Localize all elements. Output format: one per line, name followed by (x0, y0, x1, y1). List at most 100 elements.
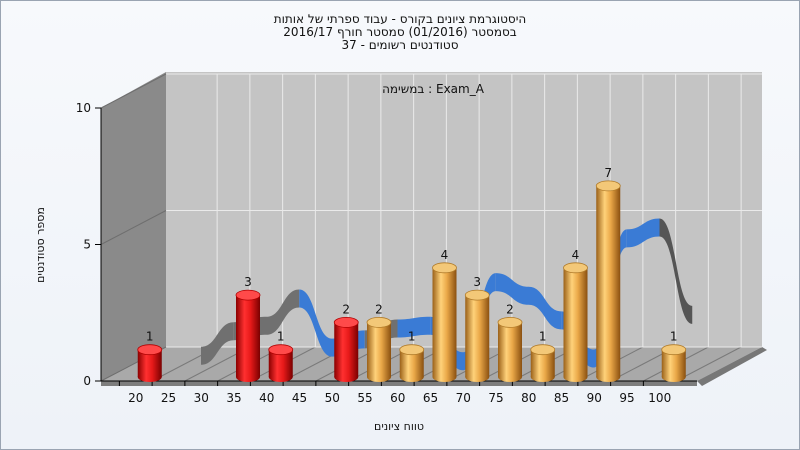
plot-left-wall (101, 72, 166, 381)
trend-segment (495, 273, 529, 305)
bar-top (595, 180, 621, 192)
bar-top (366, 316, 392, 328)
bar-value-label: 2 (342, 302, 350, 316)
bar-base (432, 372, 457, 382)
bar-body (432, 267, 457, 377)
x-tick-label: 40 (259, 391, 274, 405)
x-tick-label: 95 (619, 391, 634, 405)
x-tick-label: 70 (456, 391, 471, 405)
bar-body (236, 295, 260, 377)
bar-base (498, 372, 522, 382)
bar: 1 (137, 330, 163, 382)
x-tick-label: 80 (521, 391, 536, 405)
bar-base (465, 372, 490, 382)
x-tick-label: 90 (587, 391, 602, 405)
bar-base (563, 372, 588, 382)
x-tick-label: 100 (648, 391, 671, 405)
bar-base (236, 372, 260, 382)
bar: 3 (235, 275, 261, 382)
bar: 1 (530, 330, 556, 382)
y-tick-label: 0 (83, 374, 91, 388)
grid-line-floor (675, 346, 742, 382)
bar-layer: 1 3 1 2 2 1 4 3 2 1 4 7 1 (137, 166, 687, 382)
x-tick-label: 55 (357, 391, 372, 405)
chart-title-line-1: היסטוגרמת ציונים בקורס - עבוד ספרתי של א… (273, 12, 527, 26)
bar: 2 (497, 302, 523, 382)
bar-top (563, 262, 588, 274)
x-tick-label: 25 (161, 391, 176, 405)
bar-value-label: 1 (146, 330, 154, 344)
x-axis: 20 25 30 35 40 45 50 55 60 65 70 75 80 85 90 95 100 (101, 380, 697, 405)
bar-top (497, 316, 523, 328)
x-tick-label: 60 (390, 391, 405, 405)
bar-body (367, 322, 391, 377)
x-tick-label: 30 (194, 391, 209, 405)
bar-value-label: 7 (604, 166, 612, 180)
bar-body (596, 185, 621, 377)
grid-line-y-wall (100, 210, 167, 245)
trend-segment (397, 316, 431, 338)
bar-base (367, 372, 391, 382)
bar-value-label: 4 (441, 248, 449, 262)
bar-value-label: 4 (572, 248, 580, 262)
trend-segment (266, 289, 300, 335)
bar-value-label: 1 (670, 330, 678, 344)
bar-body (334, 322, 359, 377)
bar-base (530, 372, 555, 382)
trend-segment (626, 218, 660, 248)
bar-top (137, 344, 163, 356)
bar-top (399, 344, 425, 356)
bar-top (333, 316, 359, 328)
bar-top (464, 289, 490, 301)
bar-value-label: 3 (473, 275, 481, 289)
bar: 4 (563, 248, 588, 382)
chart-subtitle: Exam_A : במשימה (382, 82, 485, 96)
x-tick-label: 65 (423, 391, 438, 405)
bar-value-label: 2 (506, 302, 514, 316)
plot-right-edge (697, 347, 767, 386)
bar-body (563, 267, 588, 377)
trend-segment (299, 289, 332, 357)
trend-segment (528, 286, 562, 330)
chart-title-line-2: בסמסטר (01/2016) סמסטר חורף 2016/17 (283, 25, 517, 39)
bar: 1 (268, 330, 294, 382)
chart-title-line-3: סטודנטים רשומים - 37 (341, 38, 459, 52)
trend-segment (201, 322, 234, 365)
bar-top (432, 262, 457, 274)
y-tick-label: 5 (83, 238, 91, 252)
trend-segment (659, 218, 693, 324)
bar-value-label: 2 (375, 302, 383, 316)
y-tick-label: 10 (76, 101, 91, 115)
x-tick-label: 35 (226, 391, 241, 405)
bar-body (465, 295, 490, 377)
bar: 3 (464, 275, 490, 382)
y-axis-label: מספר סטודנטים (34, 207, 47, 283)
bar-base (596, 372, 621, 382)
bar-top (235, 289, 261, 301)
x-tick-label: 45 (292, 391, 307, 405)
bar-value-label: 1 (539, 330, 547, 344)
bar: 1 (661, 330, 687, 382)
bar-top (530, 344, 556, 356)
bar-base (661, 372, 686, 382)
bar-value-label: 1 (408, 330, 416, 344)
bar-base (334, 372, 359, 382)
bar-value-label: 3 (244, 275, 252, 289)
grid-line-y-wall (100, 73, 167, 109)
x-tick-label: 75 (488, 391, 503, 405)
bar: 2 (366, 302, 392, 382)
bar-base (268, 372, 293, 382)
x-tick-label: 20 (128, 391, 143, 405)
bar-body (498, 322, 522, 377)
bar-value-label: 1 (277, 330, 285, 344)
x-tick-label: 85 (554, 391, 569, 405)
bar-top (661, 344, 687, 356)
x-axis-label: טווח ציונים (374, 420, 424, 433)
y-axis: 0 5 10 (76, 101, 102, 388)
bar: 1 (399, 330, 425, 382)
bar: 2 (333, 302, 359, 382)
bar-base (137, 372, 162, 382)
bar: 4 (432, 248, 457, 382)
bar: 7 (595, 166, 621, 382)
